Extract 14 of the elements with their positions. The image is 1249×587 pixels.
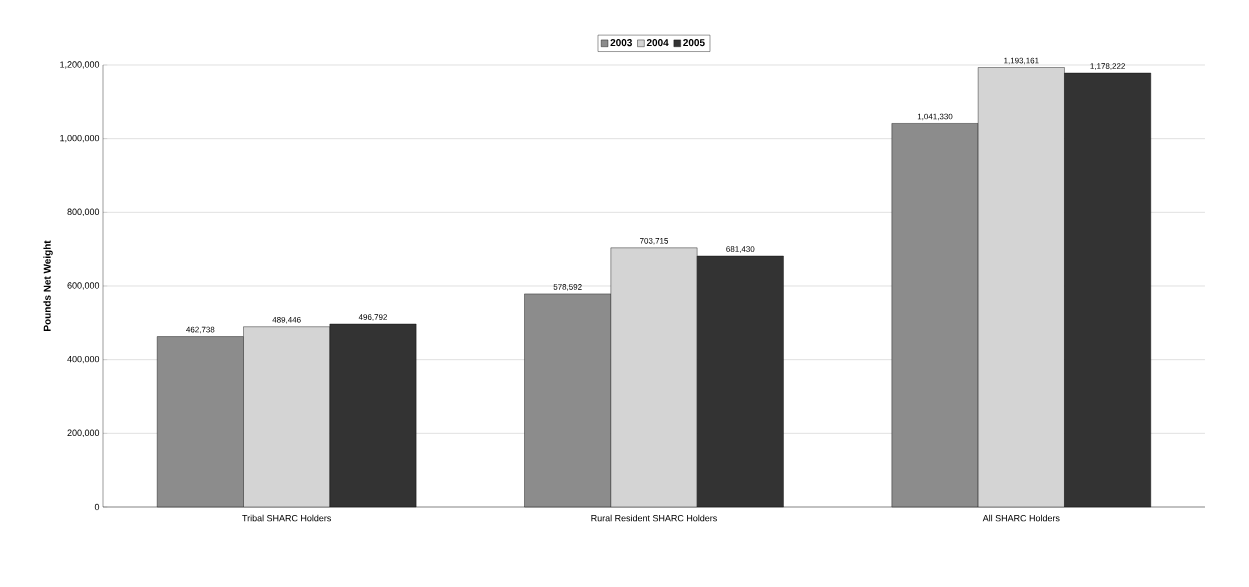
- x-tick-label: All SHARC Holders: [982, 514, 1060, 522]
- x-tick-label: Tribal SHARC Holders: [242, 514, 331, 522]
- y-tick-label: 1,000,000: [60, 134, 100, 143]
- legend-label: 2003: [610, 39, 632, 47]
- y-tick-label: 200,000: [67, 429, 100, 438]
- y-axis-title: Pounds Net Weight: [43, 240, 53, 331]
- legend-label: 2004: [646, 39, 669, 47]
- y-tick-label: 400,000: [67, 355, 100, 364]
- legend-label: 2005: [683, 39, 705, 47]
- x-tick-label: Rural Resident SHARC Holders: [591, 514, 717, 522]
- y-tick-label: 0: [94, 503, 100, 511]
- y-tick-label: 800,000: [67, 208, 100, 217]
- y-tick-label: 1,200,000: [60, 61, 100, 69]
- y-tick-label: 600,000: [67, 282, 100, 290]
